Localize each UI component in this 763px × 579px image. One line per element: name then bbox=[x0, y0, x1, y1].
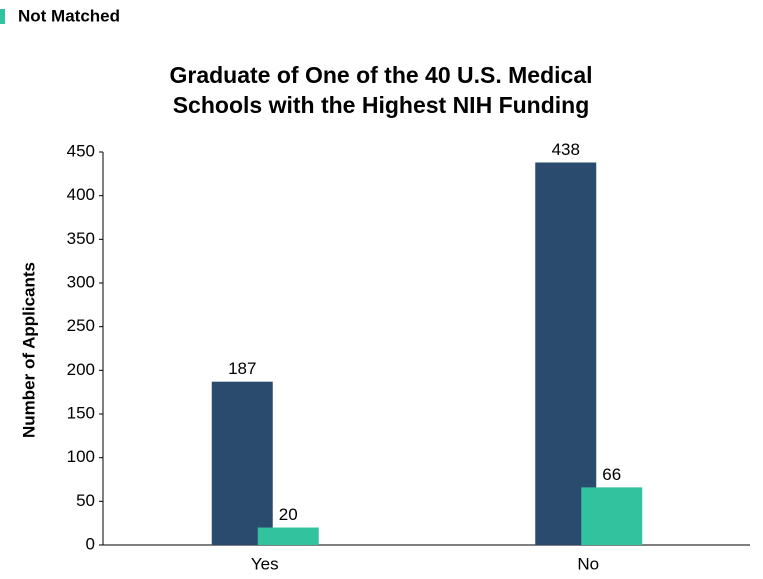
bar bbox=[535, 162, 597, 546]
x-tick-label: No bbox=[577, 554, 599, 573]
data-label: 20 bbox=[279, 505, 298, 524]
bar bbox=[257, 527, 319, 545]
legend-swatch bbox=[0, 9, 5, 24]
y-axis-label: Number of Applicants bbox=[19, 262, 38, 438]
y-tick-label: 400 bbox=[67, 185, 95, 204]
y-tick-label: 0 bbox=[86, 534, 95, 553]
chart-title: Schools with the Highest NIH Funding bbox=[173, 92, 590, 118]
y-tick-label: 250 bbox=[67, 316, 95, 335]
y-tick-label: 200 bbox=[67, 360, 95, 379]
y-tick-label: 50 bbox=[76, 491, 95, 510]
bar bbox=[581, 487, 643, 545]
x-tick-label: Yes bbox=[251, 554, 279, 573]
data-label: 438 bbox=[552, 140, 580, 159]
y-tick-label: 150 bbox=[67, 403, 95, 422]
legend-label: Not Matched bbox=[18, 6, 120, 25]
y-tick-label: 450 bbox=[67, 141, 95, 160]
data-label: 66 bbox=[602, 465, 621, 484]
chart-title: Graduate of One of the 40 U.S. Medical bbox=[169, 62, 592, 88]
bar bbox=[211, 381, 273, 545]
y-tick-label: 100 bbox=[67, 447, 95, 466]
y-tick-label: 300 bbox=[67, 272, 95, 291]
y-tick-label: 350 bbox=[67, 229, 95, 248]
data-label: 187 bbox=[228, 359, 256, 378]
